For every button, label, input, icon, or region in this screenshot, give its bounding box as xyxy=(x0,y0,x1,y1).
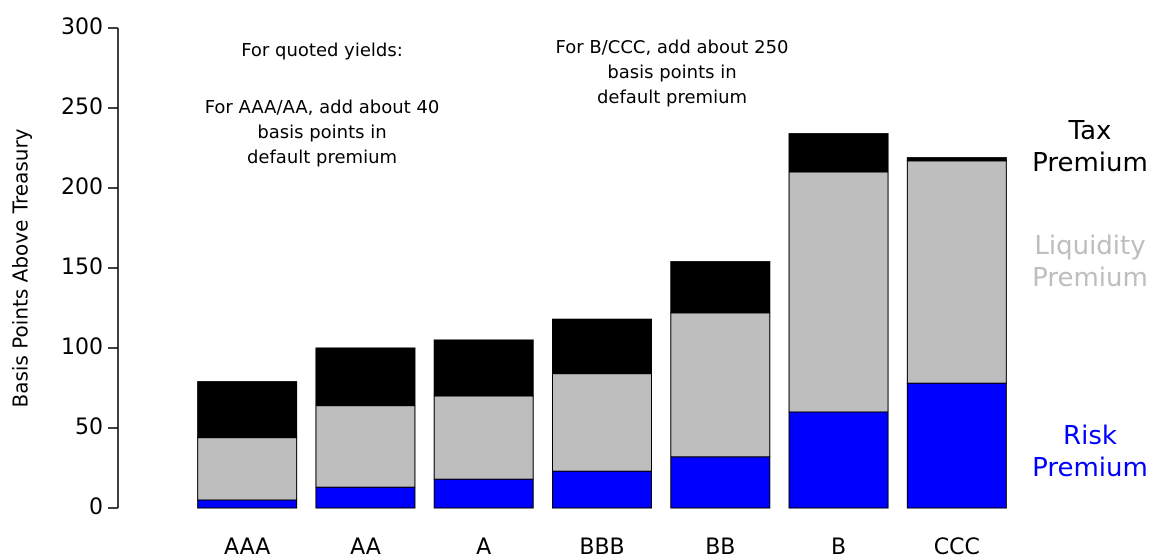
y-tick-label: 50 xyxy=(75,415,103,440)
bar-segment xyxy=(433,478,534,509)
y-tick-label: 300 xyxy=(61,15,103,40)
bar-segment xyxy=(788,133,889,173)
x-tick-label: A xyxy=(476,535,491,560)
legend-label: Risk Premium xyxy=(1032,421,1148,483)
annotation: For B/CCC, add about 250 basis points in… xyxy=(555,37,789,108)
x-tick-label: BB xyxy=(705,535,735,560)
legend-label: Tax Premium xyxy=(1032,116,1148,178)
bar-segment xyxy=(552,373,652,472)
x-tick-label: CCC xyxy=(934,535,980,560)
bar-segment xyxy=(552,470,652,509)
bar-segment xyxy=(315,405,416,488)
annotation: For quoted yields: xyxy=(241,40,403,61)
bar-segment xyxy=(315,486,416,509)
bar-segment xyxy=(906,382,1007,509)
legend-label: Liquidity Premium xyxy=(1032,231,1148,293)
bar-segment xyxy=(788,411,889,509)
bar-segment xyxy=(670,312,771,458)
y-tick-label: 150 xyxy=(61,255,103,280)
bar-segment xyxy=(197,499,298,509)
y-tick-label: 250 xyxy=(61,95,103,120)
annotation: For AAA/AA, add about 40 basis points in… xyxy=(204,97,440,168)
x-tick-label: B xyxy=(831,535,846,560)
y-axis-label: Basis Points Above Treasury xyxy=(9,128,33,407)
bar-segment xyxy=(315,347,416,407)
x-tick-label: AAA xyxy=(224,535,270,560)
bar-segment xyxy=(670,261,771,314)
x-tick-label: AA xyxy=(350,535,381,560)
bar-segment xyxy=(433,395,534,480)
bar-segment xyxy=(670,456,771,509)
x-tick-label: BBB xyxy=(579,535,624,560)
bar-segment xyxy=(552,318,652,375)
y-tick-label: 200 xyxy=(61,175,103,200)
bar-segment xyxy=(906,157,1007,162)
bar-segment xyxy=(788,171,889,413)
y-tick-label: 0 xyxy=(89,495,103,520)
bar-segment xyxy=(433,339,534,397)
bar-segment xyxy=(197,381,298,439)
y-tick-label: 100 xyxy=(61,335,103,360)
bar-segment xyxy=(197,437,298,501)
bar-segment xyxy=(906,160,1007,384)
